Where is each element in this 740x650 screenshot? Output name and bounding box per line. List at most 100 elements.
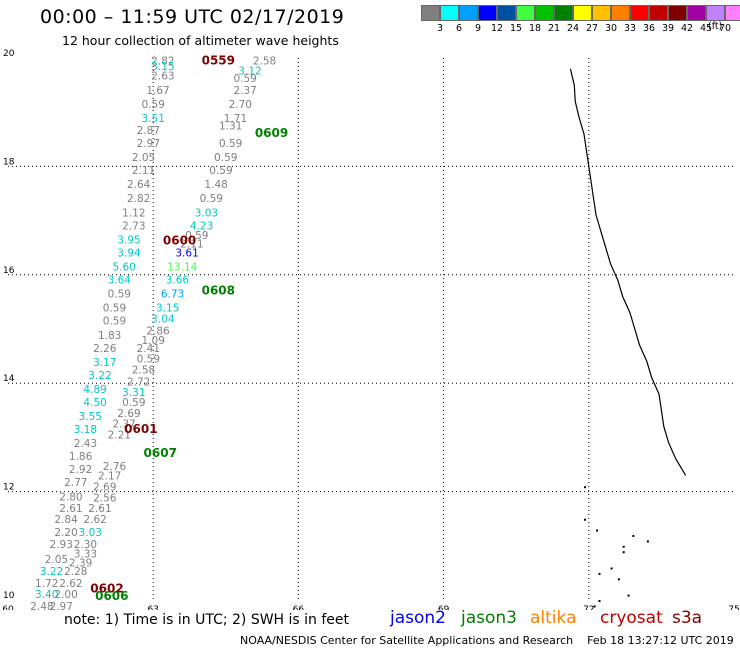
colorbar-tick-label: 45: [699, 23, 713, 34]
colorbar-swatch-color: [497, 5, 516, 21]
wave-height-value: 3.18: [74, 424, 97, 436]
wave-height-value: 6.73: [161, 289, 184, 301]
pass-time-label: 0602: [90, 581, 123, 595]
wave-height-value: 2.87: [137, 125, 160, 137]
pass-time-label: 0609: [255, 126, 288, 140]
colorbar-swatch-color: [535, 5, 554, 21]
wave-height-value: 2.11: [180, 239, 203, 251]
wave-height-value: 0.59: [209, 165, 232, 177]
wave-height-value: 3.94: [117, 247, 141, 259]
colorbar-swatch: 70: [719, 5, 740, 34]
colorbar-tick-label: 15: [509, 23, 523, 34]
y-tick-label: 18: [3, 157, 15, 167]
map-title: 00:00 – 11:59 UTC 02/17/2019: [40, 6, 345, 28]
wave-height-value: 2.84: [54, 514, 78, 526]
wave-height-value: 2.93: [50, 539, 73, 551]
wave-height-value: 2.37: [112, 419, 135, 431]
wave-height-value: 3.31: [122, 387, 145, 399]
wave-height-value: 2.21: [108, 429, 131, 441]
colorbar-swatch-color: [630, 5, 649, 21]
island-dot: [646, 540, 649, 543]
pass-time-label: 0606: [95, 589, 128, 603]
wave-height-value: 3.40: [35, 589, 58, 601]
colorbar-tick-label: 42: [680, 23, 694, 34]
wave-height-value: 0.59: [122, 397, 145, 409]
wave-height-value: 3.66: [166, 274, 190, 286]
colorbar-swatch: 3: [436, 5, 459, 34]
wave-height-labels: 2.823.15 2.583.122.63 0.591.67 2.370.59 2.70…: [30, 56, 276, 610]
island-dot: [596, 529, 599, 532]
island-dot: [598, 600, 601, 602]
wave-height-value: 2.56: [93, 492, 117, 504]
colorbar-swatch: 33: [624, 5, 649, 34]
wave-height-value: 2.11: [132, 165, 155, 177]
wave-height-value: 3.12: [238, 65, 261, 77]
wave-height-value: 1.48: [204, 179, 227, 191]
colorbar-swatch-color: [478, 5, 497, 21]
wave-height-value: 2.00: [54, 589, 77, 601]
wave-height-value: 3.15: [156, 303, 179, 315]
wave-height-value: 2.41: [137, 343, 160, 355]
satellite-name: altika: [530, 608, 577, 628]
coastline: [569, 68, 687, 476]
wave-height-value: 2.70: [229, 99, 252, 111]
colorbar-swatch: 42: [681, 5, 706, 34]
colorbar-tick-label: 12: [490, 23, 504, 34]
colorbar-swatch: [421, 5, 440, 34]
island-dot: [617, 578, 620, 581]
wave-height-value: 3.22: [88, 370, 111, 382]
island-dot: [622, 551, 625, 554]
wave-height-value: 2.05: [132, 152, 155, 164]
wave-height-value: 2.26: [93, 343, 117, 355]
wave-height-value: 2.82: [151, 56, 174, 68]
wave-height-value: 1.09: [142, 335, 165, 347]
colorbar-swatch: 24: [567, 5, 592, 34]
colorbar-swatch-color: [611, 5, 630, 21]
color-legend: 3 6 9 12 15 18 21 24 27 30 33 36 39 42 45 70: [421, 5, 740, 34]
wave-height-value: 4.23: [190, 220, 213, 232]
wave-height-value: 2.30: [74, 539, 97, 551]
colorbar-tick-label: 39: [661, 23, 675, 34]
satellite-name: s3a: [672, 608, 703, 628]
wave-height-value: 3.17: [93, 357, 116, 369]
colorbar-tick-label: 21: [547, 23, 561, 34]
wave-height-value: 3.03: [195, 207, 218, 219]
x-tick-label: 60: [2, 605, 14, 610]
x-tick-label: 69: [438, 605, 450, 610]
island-dot: [598, 572, 601, 575]
wave-height-value: 0.59: [219, 138, 242, 150]
colorbar-swatch-color: [687, 5, 706, 21]
wave-height-value: 2.97: [50, 601, 73, 610]
colorbar-swatch: 45: [700, 5, 725, 34]
wave-height-value: 3.03: [79, 527, 102, 539]
island-dot: [632, 534, 635, 537]
colorbar-swatch: 12: [491, 5, 516, 34]
pass-time-label: 0559: [202, 54, 235, 68]
wave-height-value: 1.86: [69, 451, 93, 463]
colorbar-tick-label: 36: [642, 23, 656, 34]
colorbar-tick-label: 33: [623, 23, 637, 34]
y-tick-label: 14: [3, 374, 15, 384]
wave-height-value: 4.50: [83, 397, 106, 409]
wave-height-value: 2.80: [59, 491, 82, 503]
wave-height-value: 3.95: [117, 234, 140, 246]
wave-height-value: 2.58: [253, 56, 276, 68]
wave-height-value: 0.59: [185, 230, 208, 242]
island-dot: [593, 605, 596, 608]
wave-height-value: 13.14: [167, 261, 197, 273]
colorbar-tick-label: 3: [436, 23, 444, 34]
pass-time-label: 0601: [124, 422, 157, 436]
colorbar-swatch-color: [706, 5, 725, 21]
colorbar-tick-label: 30: [604, 23, 618, 34]
wave-height-value: 2.73: [122, 220, 145, 232]
colorbar-swatch-color: [440, 5, 459, 21]
coastline-line: [569, 68, 687, 476]
wave-height-value: 2.64: [127, 179, 151, 191]
wave-height-value: 2.37: [233, 85, 256, 97]
colorbar-swatch-color: [459, 5, 478, 21]
wave-height-value: 2.39: [69, 557, 92, 569]
wave-height-value: 2.69: [117, 408, 140, 420]
colorbar-swatch-color: [573, 5, 592, 21]
colorbar-swatch: 18: [529, 5, 554, 34]
